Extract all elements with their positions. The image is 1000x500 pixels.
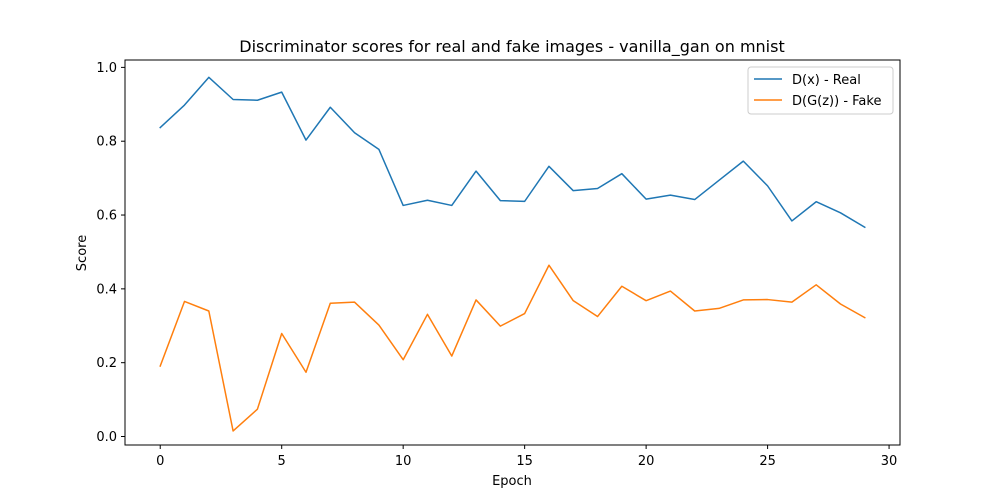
legend: D(x) - Real D(G(z)) - Fake: [747, 66, 894, 115]
series-line-real: [159, 76, 866, 229]
legend-label-fake: D(G(z)) - Fake: [792, 94, 881, 109]
y-tick-label: 1.0: [96, 61, 117, 76]
x-tick-label: 10: [395, 454, 412, 469]
x-tick-label: 0: [156, 454, 164, 469]
x-axis-label: Epoch: [492, 474, 532, 489]
y-axis-label: Score: [75, 235, 90, 271]
y-tick-label: 0.4: [96, 282, 117, 297]
series-line-fake: [159, 264, 866, 432]
y-tick-label: 0.2: [96, 356, 117, 371]
x-axis: 0 5 10 15 20 25 30: [156, 445, 897, 469]
x-tick-label: 30: [881, 454, 898, 469]
chart-title: Discriminator scores for real and fake i…: [239, 37, 784, 57]
x-tick-label: 5: [278, 454, 286, 469]
series-lines: [159, 76, 866, 432]
legend-box: [747, 66, 894, 115]
y-axis: 0.0 0.2 0.4 0.6 0.8 1.0: [96, 61, 125, 445]
x-tick-label: 15: [516, 454, 533, 469]
x-tick-label: 20: [638, 454, 655, 469]
y-tick-label: 0.0: [96, 430, 117, 445]
plot-area: [124, 59, 901, 446]
x-tick-label: 25: [759, 454, 776, 469]
plot-frame: [124, 59, 901, 446]
y-tick-label: 0.8: [96, 135, 117, 150]
legend-label-real: D(x) - Real: [792, 73, 861, 88]
y-tick-label: 0.6: [96, 209, 117, 224]
